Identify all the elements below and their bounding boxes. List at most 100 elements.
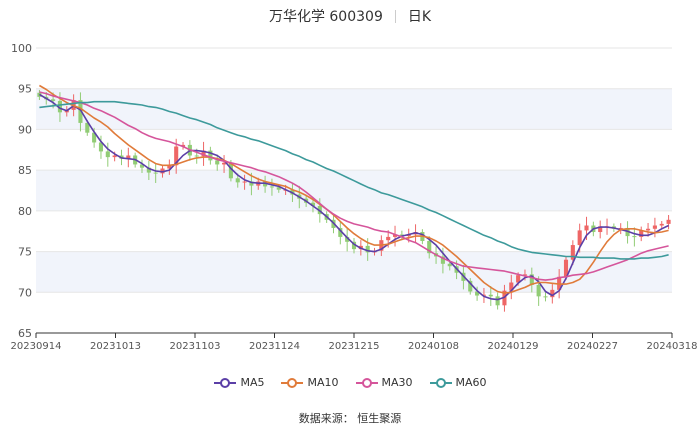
- legend-item-ma30[interactable]: MA30: [355, 376, 413, 389]
- x-tick-label: 20231215: [329, 341, 380, 352]
- series-line-ma30: [39, 91, 669, 281]
- candle-body: [249, 181, 254, 186]
- candle-body: [153, 172, 158, 174]
- candle-body: [386, 236, 391, 241]
- candle-body: [276, 187, 281, 190]
- candle-body: [392, 234, 398, 237]
- candle-body: [208, 150, 213, 161]
- candle-body: [269, 186, 274, 188]
- x-tick-label: 20230914: [11, 341, 62, 352]
- candle-body: [78, 100, 83, 123]
- chart-legend: MA5 MA10 MA30 MA60: [0, 376, 700, 389]
- y-tick-label: 85: [18, 164, 32, 177]
- candle-body: [112, 155, 117, 158]
- chart-title: 万华化学 600309: [268, 9, 383, 25]
- candle-body: [563, 259, 569, 277]
- candle-body: [98, 142, 104, 152]
- candle-body: [577, 230, 582, 246]
- candle-body: [146, 167, 151, 173]
- candle-body: [351, 241, 357, 250]
- series-line-ma60: [39, 100, 669, 260]
- candle-body: [85, 122, 90, 133]
- candle-body: [516, 275, 521, 283]
- x-tick-label: 20231013: [90, 341, 141, 352]
- y-tick-label: 65: [18, 327, 32, 340]
- x-tick-label: 20240108: [408, 341, 459, 352]
- candle-body: [167, 165, 172, 169]
- candle-body: [543, 296, 548, 298]
- candle-body: [570, 245, 575, 260]
- candle-body: [126, 155, 131, 159]
- candle-body: [522, 274, 528, 276]
- legend-item-ma5[interactable]: MA5: [213, 376, 264, 389]
- series-line-ma10: [38, 84, 669, 294]
- grid-band: [36, 170, 672, 211]
- candle-body: [215, 160, 220, 165]
- candle-body: [447, 263, 452, 267]
- candle-body: [174, 146, 179, 166]
- title-separator: [394, 10, 396, 23]
- y-tick-label: 75: [18, 246, 32, 259]
- legend-swatch-marker: [287, 378, 298, 388]
- legend-swatch: [281, 378, 304, 388]
- candle-body: [495, 296, 500, 306]
- candle-body: [475, 291, 480, 296]
- candle-body: [618, 227, 623, 229]
- candle-body: [345, 236, 350, 242]
- legend-item-ma60[interactable]: MA60: [429, 376, 487, 389]
- candle-body: [228, 162, 233, 179]
- data-source: 数据来源： 恒生聚源: [298, 412, 402, 425]
- legend-swatch: [355, 378, 378, 388]
- y-tick-label: 80: [18, 205, 32, 218]
- candle-body: [536, 284, 541, 297]
- legend-swatch-marker: [361, 378, 372, 388]
- y-tick-label: 95: [18, 83, 32, 96]
- legend-item-ma10[interactable]: MA10: [280, 376, 339, 389]
- candle-body: [242, 181, 247, 183]
- legend-label: MA30: [381, 376, 413, 389]
- legend-label: MA5: [240, 376, 265, 389]
- candle-body: [468, 280, 473, 292]
- candle-body: [488, 294, 493, 297]
- x-tick-label: 20231124: [249, 341, 300, 352]
- candle-body: [92, 132, 97, 143]
- candle-body: [659, 223, 664, 226]
- candle-body: [509, 282, 514, 291]
- candle-body: [652, 225, 657, 229]
- y-tick-label: 90: [18, 123, 32, 136]
- candle-body: [139, 164, 145, 168]
- candle-body: [529, 274, 534, 285]
- candle-body: [235, 178, 240, 183]
- candle-body: [57, 100, 62, 113]
- legend-label: MA10: [307, 376, 339, 389]
- x-tick-label: 20240227: [567, 341, 618, 352]
- x-tick-label: 20240318: [647, 341, 698, 352]
- candle-body: [194, 155, 199, 157]
- legend-swatch-marker: [435, 378, 446, 388]
- x-tick-label: 20240129: [488, 341, 539, 352]
- chart-title-row: 万华化学 600309 日K: [0, 6, 700, 26]
- y-tick-label: 100: [11, 42, 32, 55]
- candle-body: [365, 245, 370, 253]
- candle-body: [222, 162, 227, 165]
- series-line-ma5: [38, 93, 669, 301]
- candle-body: [160, 168, 165, 174]
- candle-body: [639, 230, 644, 237]
- grid-band: [36, 88, 672, 130]
- legend-swatch-marker: [220, 378, 231, 388]
- y-tick-label: 70: [18, 286, 32, 299]
- candle-body: [105, 151, 110, 158]
- legend-swatch: [214, 378, 237, 388]
- period-label[interactable]: 日K: [407, 9, 432, 25]
- candle-body: [440, 256, 445, 264]
- legend-swatch: [429, 378, 452, 388]
- candle-body: [338, 227, 343, 237]
- x-tick-label: 20231103: [170, 341, 221, 352]
- candle-body: [481, 294, 486, 296]
- candle-body: [51, 99, 56, 101]
- candle-body: [427, 240, 432, 254]
- candle-body: [310, 202, 316, 206]
- candle-body: [632, 236, 637, 238]
- candle-body: [584, 225, 589, 231]
